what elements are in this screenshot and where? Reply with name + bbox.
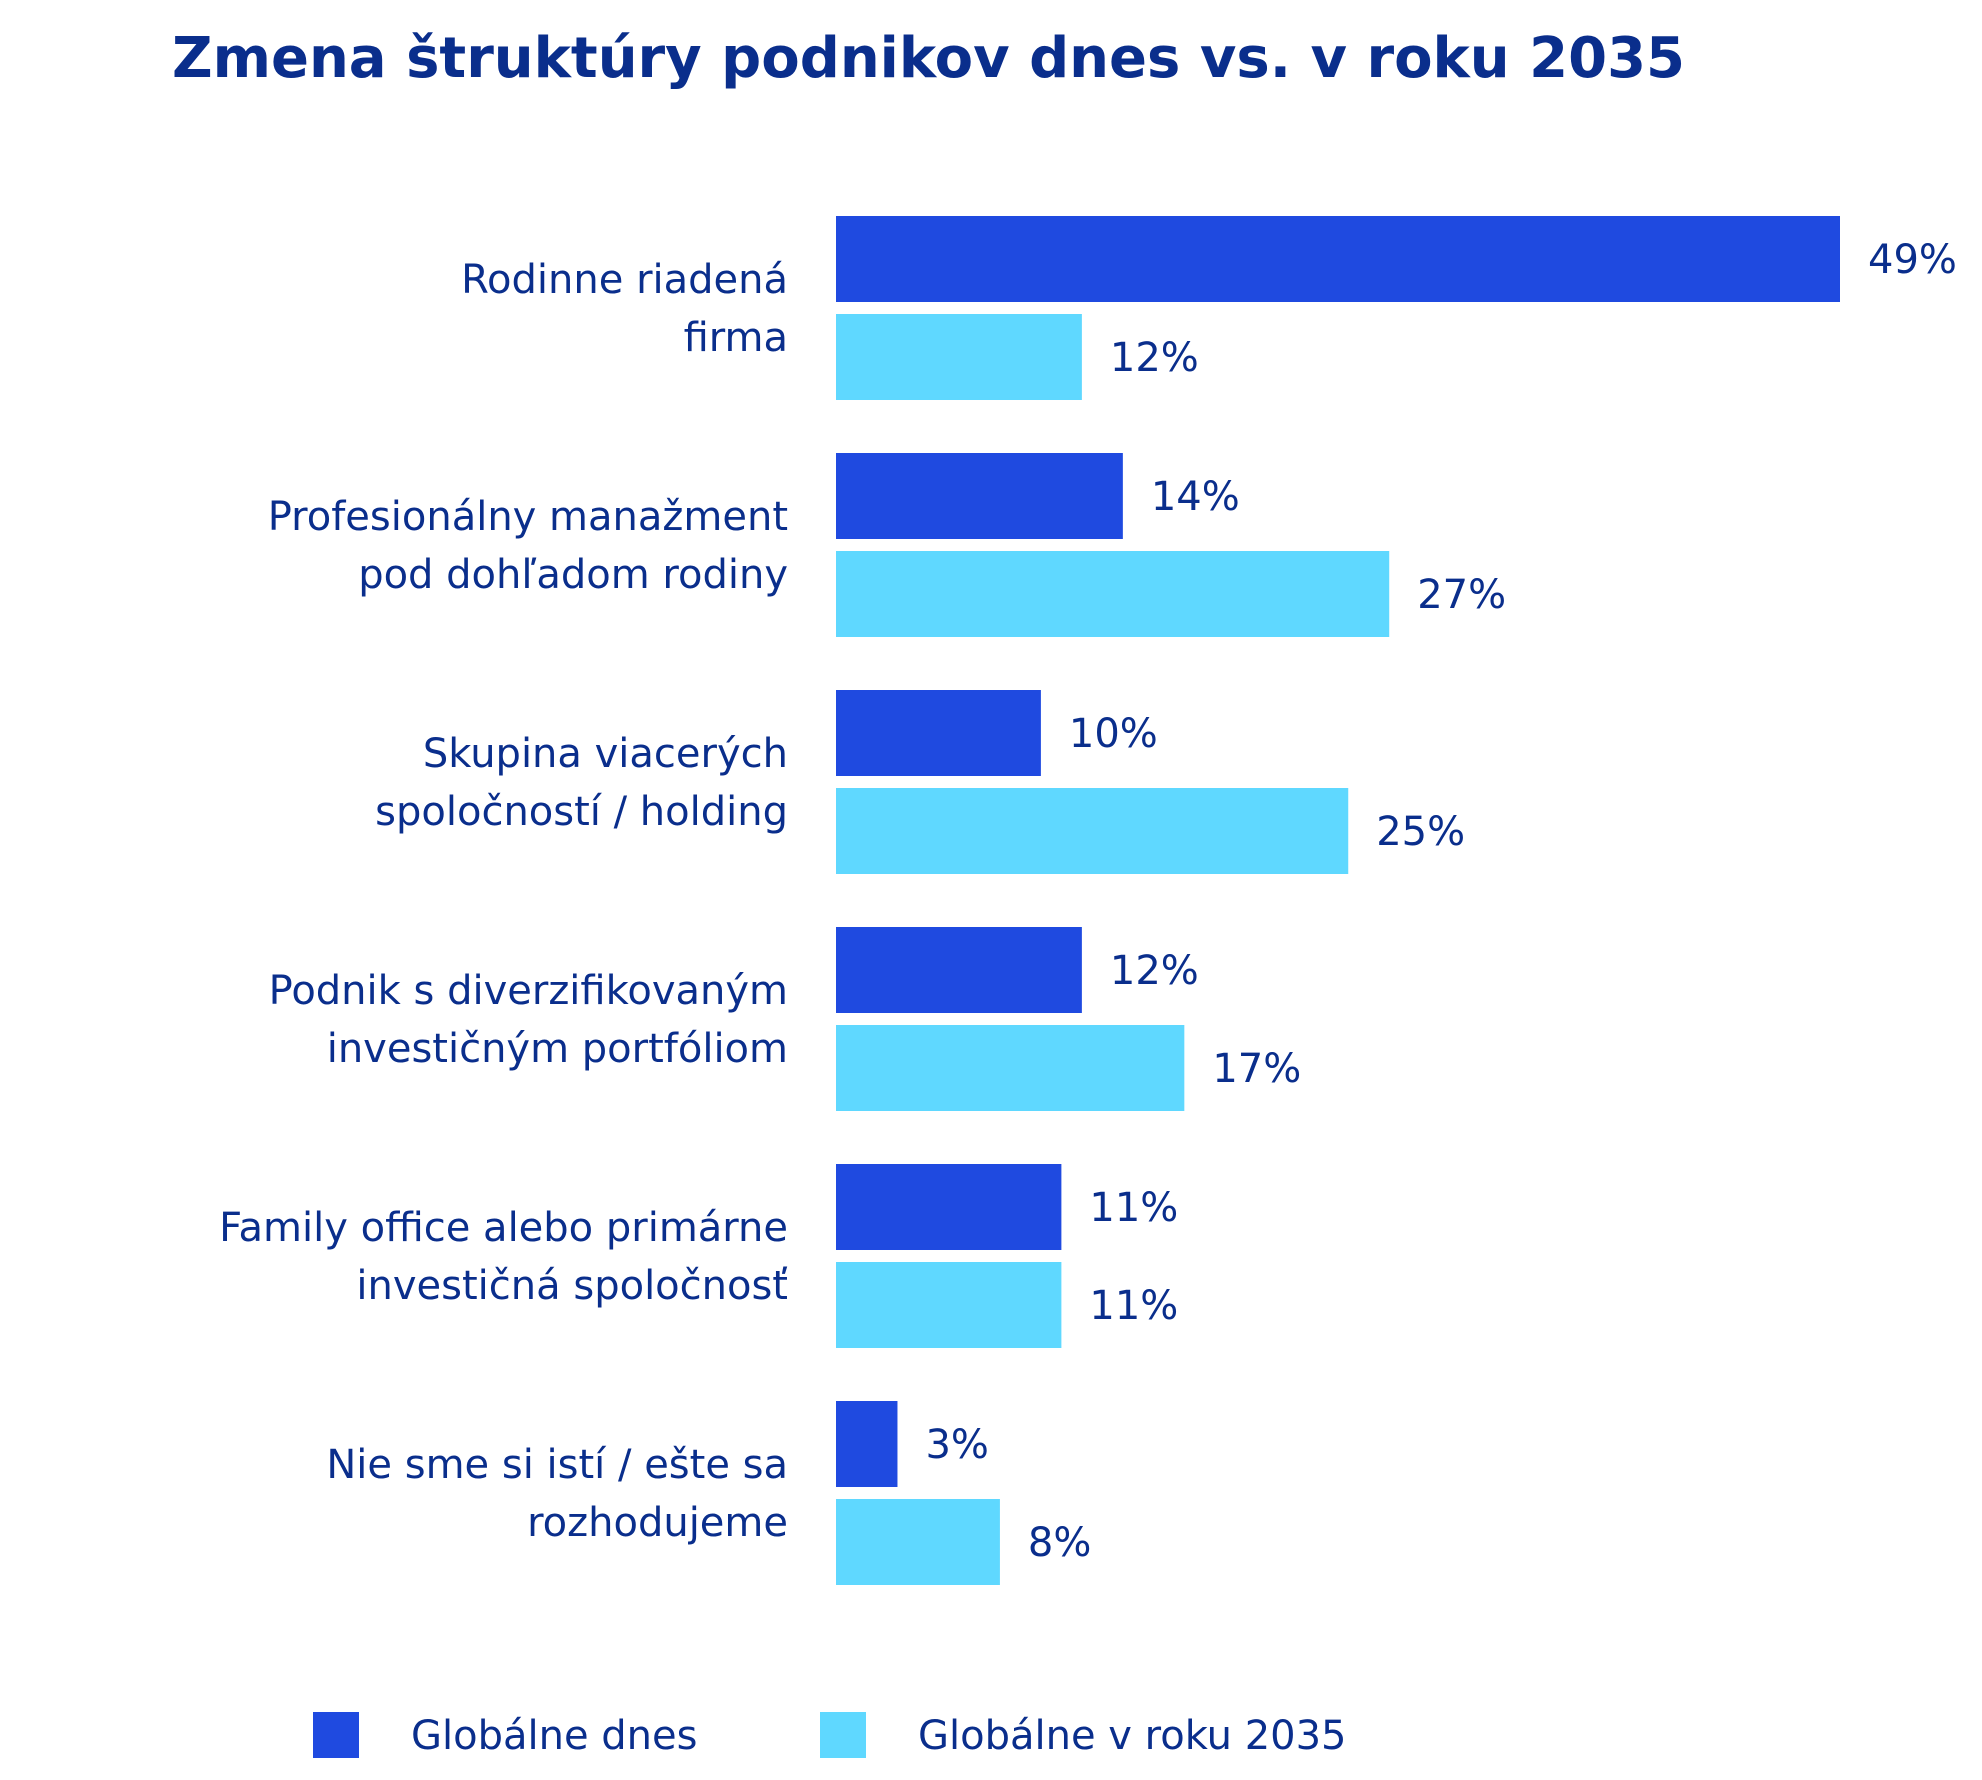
bars-layer: Rodinne riadená firma 49% 12% Profesionálny … bbox=[219, 216, 1957, 1585]
bar bbox=[836, 1262, 1062, 1348]
category-label: Rodinne riadená firma bbox=[461, 257, 788, 361]
data-label: 3% bbox=[925, 1422, 988, 1468]
data-label: 14% bbox=[1151, 474, 1240, 520]
data-label: 11% bbox=[1089, 1283, 1178, 1329]
bar bbox=[836, 314, 1082, 400]
chart-title: Zmena štruktúry podnikov dnes vs. v roku… bbox=[172, 26, 1685, 91]
data-label: 11% bbox=[1089, 1185, 1178, 1231]
category-label: Skupina viacerých spoločností / holding bbox=[375, 731, 788, 835]
bar bbox=[836, 216, 1840, 302]
category-label-line: Podnik s diverzifikovaným bbox=[269, 968, 788, 1014]
category-label: Profesionálny manažment pod dohľadom rodi… bbox=[268, 494, 788, 598]
bar bbox=[836, 788, 1349, 874]
category-label-line: pod dohľadom rodiny bbox=[358, 552, 788, 598]
data-label: 25% bbox=[1376, 809, 1465, 855]
category-label-line: investičným portfóliom bbox=[327, 1026, 788, 1072]
category-label-line: Profesionálny manažment bbox=[268, 494, 788, 540]
bar bbox=[836, 1499, 1000, 1585]
data-label: 8% bbox=[1028, 1520, 1091, 1566]
bar bbox=[836, 1164, 1062, 1250]
bar bbox=[836, 690, 1041, 776]
category-label: Podnik s diverzifikovaným investičným por… bbox=[269, 968, 788, 1072]
category-label: Nie sme si istí / ešte sa rozhodujeme bbox=[326, 1442, 788, 1546]
category-label-line: Rodinne riadená bbox=[461, 257, 788, 303]
legend-label: Globálne v roku 2035 bbox=[918, 1713, 1347, 1759]
category-label: Family office alebo primárne investičná s… bbox=[219, 1205, 788, 1309]
category-label-line: rozhodujeme bbox=[527, 1500, 788, 1546]
bar bbox=[836, 927, 1082, 1013]
bar bbox=[836, 1025, 1185, 1111]
legend-label: Globálne dnes bbox=[411, 1713, 697, 1759]
data-label: 49% bbox=[1868, 237, 1957, 283]
data-label: 12% bbox=[1110, 335, 1199, 381]
data-label: 12% bbox=[1110, 948, 1199, 994]
category-label-line: spoločností / holding bbox=[375, 789, 788, 835]
data-label: 10% bbox=[1069, 711, 1158, 757]
legend: Globálne dnes Globálne v roku 2035 bbox=[313, 1712, 1347, 1759]
category-label-line: firma bbox=[684, 315, 788, 361]
data-label: 17% bbox=[1212, 1046, 1301, 1092]
category-label-line: Skupina viacerých bbox=[423, 731, 788, 777]
category-label-line: investičná spoločnosť bbox=[356, 1263, 788, 1309]
bar bbox=[836, 1401, 898, 1487]
legend-swatch bbox=[820, 1712, 866, 1758]
legend-swatch bbox=[313, 1712, 359, 1758]
category-label-line: Family office alebo primárne bbox=[219, 1205, 788, 1251]
bar bbox=[836, 453, 1123, 539]
category-label-line: Nie sme si istí / ešte sa bbox=[326, 1442, 788, 1488]
bar bbox=[836, 551, 1390, 637]
data-label: 27% bbox=[1417, 572, 1506, 618]
